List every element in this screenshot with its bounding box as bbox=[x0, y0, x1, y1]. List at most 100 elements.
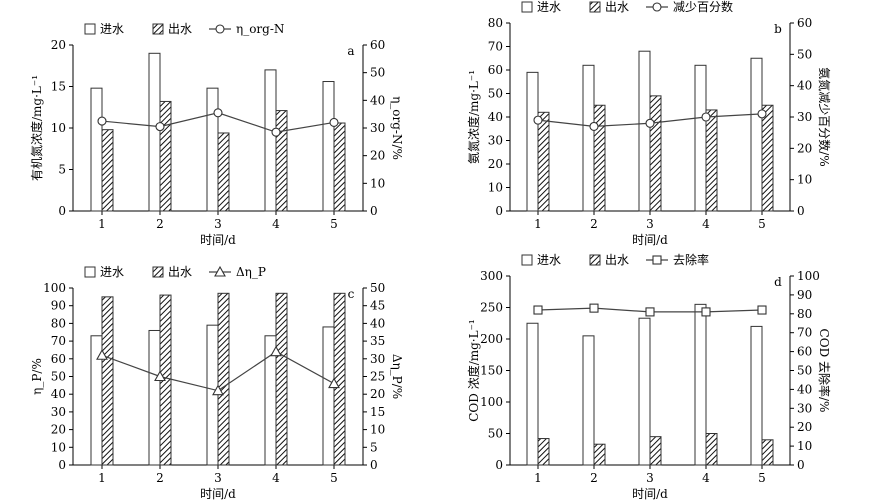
right-tick-label: 10 bbox=[797, 439, 812, 453]
left-tick-label: 90 bbox=[51, 299, 66, 313]
line-point bbox=[533, 115, 543, 125]
right-tick-label: 50 bbox=[797, 47, 812, 61]
bar-influent bbox=[694, 64, 707, 212]
bar-influent bbox=[582, 64, 595, 212]
legend-swatch-influent bbox=[84, 266, 96, 278]
line-point bbox=[213, 108, 223, 118]
line-point bbox=[645, 307, 655, 317]
right-tick-label: 70 bbox=[797, 326, 812, 340]
right-tick-label: 10 bbox=[797, 173, 812, 187]
bar-influent bbox=[206, 87, 219, 212]
left-tick-label: 60 bbox=[51, 352, 66, 366]
x-tick-label: 3 bbox=[646, 217, 654, 231]
left-tick-label: 80 bbox=[51, 316, 66, 330]
line-point bbox=[329, 117, 339, 128]
legend-swatch-effluent bbox=[589, 254, 601, 266]
bar-influent bbox=[322, 326, 335, 466]
legend-label-effluent: 出水 bbox=[605, 253, 629, 267]
panel-label: c bbox=[348, 287, 355, 301]
right-tick-label: 20 bbox=[370, 149, 385, 163]
right-tick-label: 5 bbox=[370, 440, 378, 454]
left-tick-label: 10 bbox=[51, 440, 66, 454]
right-tick-label: 25 bbox=[370, 370, 385, 384]
x-tick-label: 3 bbox=[646, 471, 654, 485]
legend-label-influent: 进水 bbox=[100, 265, 124, 279]
left-tick-label: 40 bbox=[488, 110, 503, 124]
right-axis-title: Δη_P/% bbox=[390, 354, 404, 399]
left-tick-label: 20 bbox=[51, 38, 66, 52]
line-point bbox=[212, 384, 224, 396]
legend-label-effluent: 出水 bbox=[605, 0, 629, 14]
line-point bbox=[155, 122, 165, 132]
left-tick-label: 0 bbox=[58, 204, 66, 218]
bar-influent bbox=[638, 50, 651, 212]
left-tick-label: 100 bbox=[480, 395, 503, 409]
right-tick-label: 60 bbox=[797, 345, 812, 359]
bar-effluent bbox=[159, 100, 172, 212]
right-tick-label: 0 bbox=[370, 204, 378, 218]
right-tick-label: 35 bbox=[370, 334, 385, 348]
left-tick-label: 40 bbox=[51, 387, 66, 401]
line-point bbox=[328, 377, 340, 389]
left-tick-label: 0 bbox=[58, 458, 66, 472]
left-tick-label: 200 bbox=[480, 332, 503, 346]
right-tick-label: 45 bbox=[370, 299, 385, 313]
legend-label-effluent: 出水 bbox=[168, 265, 192, 279]
bar-effluent bbox=[593, 443, 606, 466]
panel-label: b bbox=[774, 22, 782, 36]
right-tick-label: 90 bbox=[797, 288, 812, 302]
chart-panel-b: 0 10 20 30 40 50 60 70 80 0 10 20 30 40 50 60 1 2 3 4 5 时间/d 氨… bbox=[466, 0, 832, 247]
left-tick-label: 30 bbox=[51, 405, 66, 419]
left-axis-title: η_P/% bbox=[30, 358, 44, 395]
x-tick-label: 4 bbox=[272, 471, 280, 485]
right-tick-label: 50 bbox=[797, 364, 812, 378]
chart-panel-c: 0102030405060708090100051015202530354045… bbox=[30, 265, 404, 501]
bar-influent bbox=[264, 69, 277, 212]
right-tick-label: 10 bbox=[370, 176, 385, 190]
line-point bbox=[589, 121, 599, 131]
bar-influent bbox=[694, 303, 707, 466]
left-tick-label: 30 bbox=[488, 134, 503, 148]
left-axis-title: 氨氮浓度/mg·L⁻¹ bbox=[466, 70, 481, 164]
legend-label-line: 去除率 bbox=[673, 252, 709, 267]
bar-influent bbox=[322, 81, 335, 212]
legend-label-influent: 进水 bbox=[537, 253, 561, 267]
x-tick-label: 5 bbox=[330, 217, 338, 231]
right-tick-label: 50 bbox=[370, 66, 385, 80]
left-tick-label: 100 bbox=[43, 281, 66, 295]
bar-effluent bbox=[537, 111, 550, 212]
legend-label-effluent: 出水 bbox=[168, 22, 192, 36]
right-tick-label: 0 bbox=[370, 458, 378, 472]
legend-marker bbox=[214, 265, 226, 277]
right-tick-label: 20 bbox=[797, 141, 812, 155]
line-point bbox=[757, 305, 767, 315]
bar-influent bbox=[148, 52, 161, 212]
line-point bbox=[97, 116, 107, 126]
bar-influent bbox=[582, 335, 595, 466]
legend-label-line: η_org-N bbox=[236, 22, 284, 36]
line-point bbox=[701, 307, 711, 317]
right-tick-label: 0 bbox=[797, 458, 805, 472]
bar-effluent bbox=[705, 109, 718, 212]
bar-effluent bbox=[333, 292, 346, 466]
line-point bbox=[589, 303, 599, 313]
left-tick-label: 20 bbox=[488, 157, 503, 171]
left-tick-label: 0 bbox=[495, 458, 503, 472]
bar-influent bbox=[526, 322, 539, 466]
legend-swatch-effluent bbox=[589, 1, 601, 13]
bar-influent bbox=[638, 317, 651, 466]
x-tick-label: 5 bbox=[330, 471, 338, 485]
bar-effluent bbox=[761, 439, 774, 466]
left-tick-label: 300 bbox=[480, 269, 503, 283]
bar-effluent bbox=[537, 438, 550, 466]
x-axis-title: 时间/d bbox=[200, 233, 236, 247]
right-tick-label: 50 bbox=[370, 281, 385, 295]
x-tick-label: 1 bbox=[98, 217, 106, 231]
bar-influent bbox=[750, 57, 763, 212]
line-point bbox=[154, 370, 166, 382]
legend-swatch-influent bbox=[84, 23, 96, 35]
x-tick-label: 4 bbox=[702, 471, 710, 485]
bar-effluent bbox=[275, 110, 288, 212]
bar-effluent bbox=[649, 95, 662, 212]
x-tick-label: 5 bbox=[758, 471, 766, 485]
